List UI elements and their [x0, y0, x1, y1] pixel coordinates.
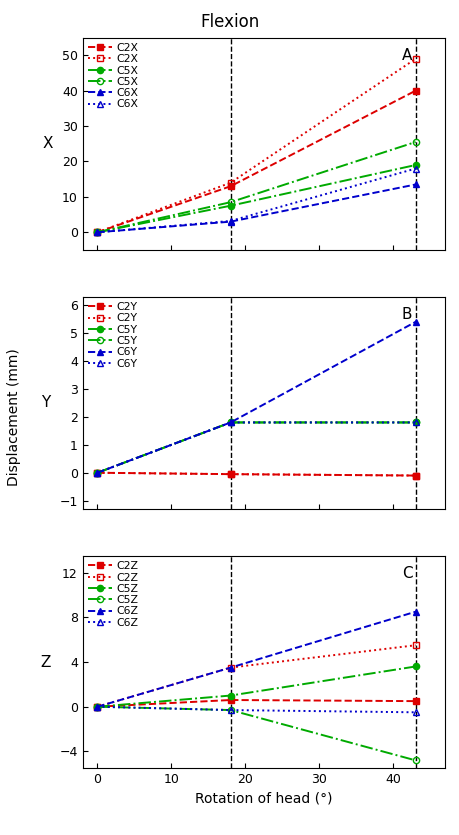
Text: C: C: [402, 566, 412, 581]
Y-axis label: Z: Z: [40, 655, 50, 670]
Y-axis label: X: X: [43, 136, 53, 151]
Legend: C2Z, C2Z, C5Z, C5Z, C6Z, C6Z: C2Z, C2Z, C5Z, C5Z, C6Z, C6Z: [86, 559, 140, 630]
Text: Displacement (mm): Displacement (mm): [7, 349, 21, 486]
Text: Flexion: Flexion: [200, 13, 259, 31]
X-axis label: Rotation of head (°): Rotation of head (°): [195, 792, 333, 806]
Y-axis label: Y: Y: [41, 396, 50, 410]
Text: A: A: [402, 48, 412, 63]
Legend: C2X, C2X, C5X, C5X, C6X, C6X: C2X, C2X, C5X, C5X, C6X, C6X: [86, 41, 140, 112]
Text: B: B: [402, 307, 412, 322]
Legend: C2Y, C2Y, C5Y, C5Y, C6Y, C6Y: C2Y, C2Y, C5Y, C5Y, C6Y, C6Y: [86, 300, 140, 371]
